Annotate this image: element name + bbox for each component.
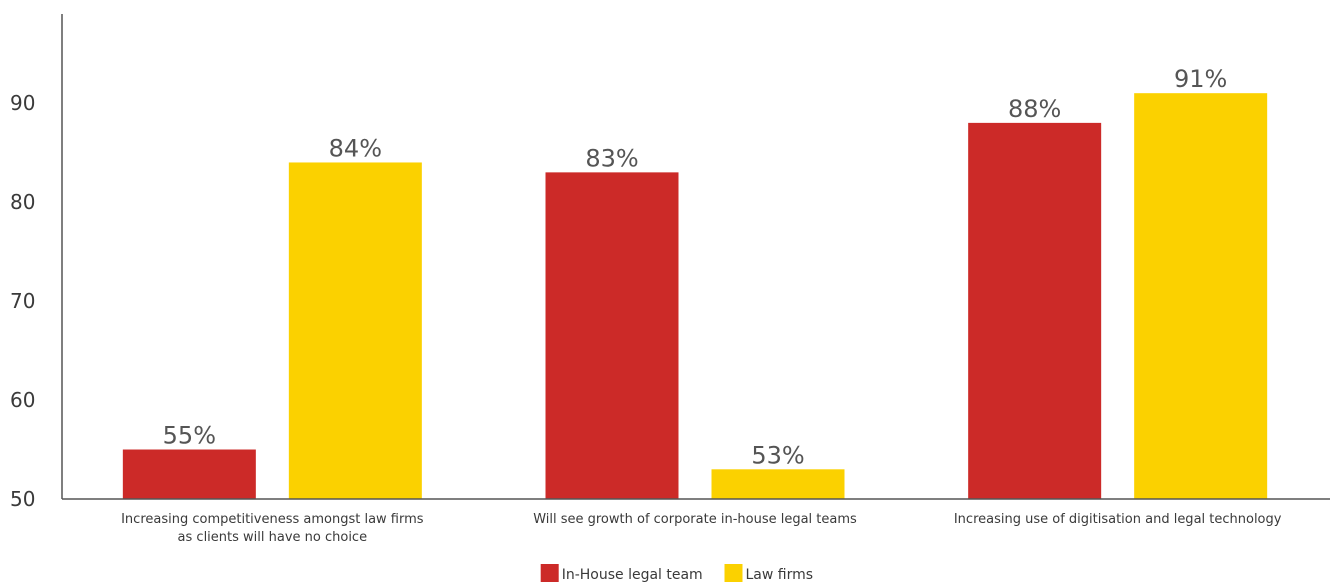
y-tick-label: 80	[10, 190, 35, 214]
bar	[122, 449, 256, 499]
x-tick-label: Will see growth of corporate in-house le…	[533, 512, 857, 527]
data-label: 53%	[751, 441, 804, 469]
data-label: 84%	[329, 134, 382, 162]
bar	[968, 122, 1102, 499]
y-tick-label: 90	[10, 91, 35, 115]
legend-item: Law firms	[724, 564, 814, 582]
data-label: 83%	[585, 144, 638, 172]
y-tick-label: 50	[10, 487, 35, 511]
x-tick-label: Increasing use of digitisation and legal…	[954, 512, 1282, 527]
y-axis: 50 60 70 80 90	[10, 14, 63, 511]
bar	[545, 172, 679, 499]
legend-label: In-House legal team	[562, 567, 703, 582]
bar	[711, 469, 845, 499]
legend-label: Law firms	[746, 567, 814, 582]
legend-swatch	[724, 564, 743, 582]
legend-item: In-House legal team	[540, 564, 703, 582]
data-label: 91%	[1174, 65, 1227, 93]
bar	[1134, 93, 1268, 500]
data-label: 55%	[163, 422, 216, 450]
y-tick-label: 60	[10, 388, 35, 412]
bar	[288, 162, 422, 499]
data-labels: 55% 84% 83% 53% 88% 91%	[163, 65, 1228, 469]
data-label: 88%	[1008, 95, 1061, 123]
x-axis: Increasing competitiveness amongst law f…	[62, 498, 1330, 545]
y-tick-label: 70	[10, 289, 35, 313]
x-tick-label: as clients will have no choice	[178, 530, 368, 545]
x-tick-label: Increasing competitiveness amongst law f…	[121, 512, 424, 527]
bars	[122, 93, 1268, 500]
legend-swatch	[540, 564, 559, 582]
legend: In-House legal team Law firms	[540, 564, 814, 582]
